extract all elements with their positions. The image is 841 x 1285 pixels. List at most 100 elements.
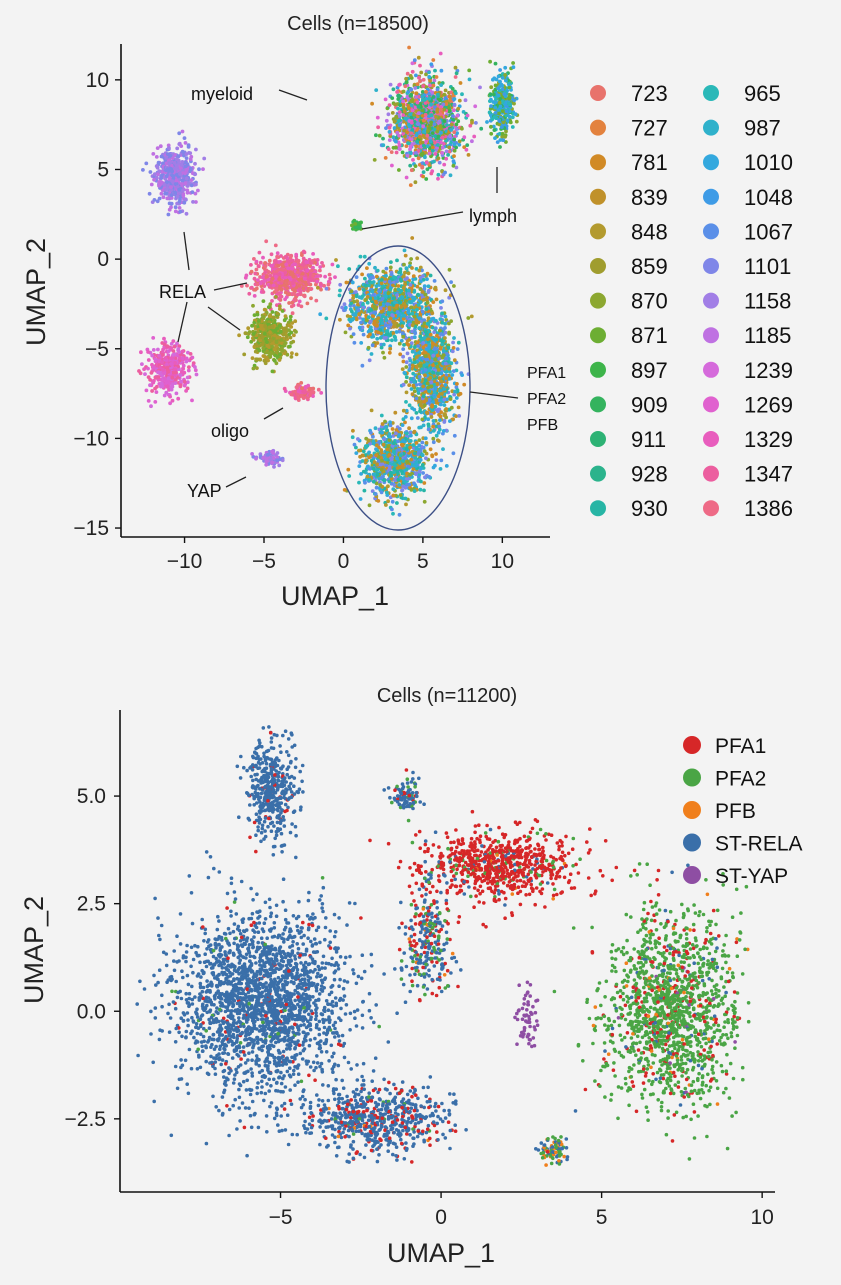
cell-point [408,144,413,149]
cell-point [488,92,493,96]
cell-point [397,143,402,148]
cell-point [163,191,168,196]
cell-point [299,393,304,398]
cell-point [264,462,269,467]
cell-point [357,287,362,291]
cell-point [414,411,419,415]
cell-point [421,170,426,175]
cell-point [387,138,392,143]
cell-point [177,187,182,192]
cell-point [474,121,478,125]
cell-point [279,254,283,258]
cell-point [147,191,152,196]
cell-point [338,282,343,287]
cell-point [507,114,512,119]
cell-point [407,300,412,304]
cell-point [188,157,193,162]
cell-point [493,105,498,110]
cell-point [256,264,261,268]
cell-point [278,329,283,334]
cell-point [269,252,274,257]
cell-point [403,84,408,89]
cell-point [409,151,413,156]
cell-point [365,318,369,322]
cell-point [169,185,173,190]
cell-point [455,131,459,136]
cell-point [447,149,452,154]
cell-point [402,128,406,133]
cell-point [283,314,288,318]
cell-point [416,111,421,116]
cell-point [351,332,356,336]
cell-point [278,284,282,289]
cell-point [451,163,456,168]
cell-point [438,346,443,351]
cell-point [406,141,410,146]
cell-point [328,276,333,281]
cell-point [417,268,422,273]
cell-point [442,119,447,123]
cell-point [368,276,373,281]
cell-point [442,162,447,167]
cell-point [254,342,258,347]
cell-point [349,301,353,306]
cell-point [270,344,274,349]
cell-point [244,273,249,278]
cell-point [394,114,399,119]
cell-point [410,266,414,270]
cell-point [369,308,374,312]
cell-point [264,274,269,279]
cell-point [268,284,273,288]
cell-point [169,205,173,210]
cell-point [412,58,417,63]
cell-point [408,163,413,168]
cell-point [404,144,409,149]
cell-point [391,87,396,92]
cell-point [357,221,361,226]
cell-point [184,211,189,216]
cell-point [277,323,282,328]
cell-point [423,112,428,117]
cell-point [387,320,392,324]
cell-point [452,108,456,113]
cell-point [511,65,516,70]
cell-point [507,96,511,101]
cell-point [502,92,507,96]
cell-point [311,390,316,395]
cell-point [304,385,308,390]
cell-point [275,451,280,455]
cell-point [350,318,355,322]
cell-point [172,344,177,349]
cell-point [454,122,459,127]
cell-point [399,305,404,309]
cell-point [169,201,174,206]
cell-point [167,146,171,150]
cell-point [358,254,363,259]
cell-point [414,144,418,149]
cell-point [386,147,391,152]
cell-point [391,331,396,335]
cell-point [394,150,399,155]
cell-point [468,123,473,128]
cell-point [152,198,157,202]
cell-point [172,160,177,165]
cell-point [267,258,272,263]
cell-point [170,375,175,380]
cell-point [403,116,408,121]
cell-point [294,330,298,334]
cell-point [323,274,327,279]
cell-point [425,133,430,138]
chart1-points [137,45,520,517]
cell-point [300,386,304,391]
cell-point [164,187,168,192]
cell-point [152,378,156,383]
cell-point [398,277,403,282]
cell-point [166,212,171,217]
cell-point [451,117,456,122]
cell-point [384,294,388,299]
cell-point [189,166,193,171]
cell-point [177,131,182,136]
cell-point [306,278,311,282]
cell-point [497,100,502,105]
